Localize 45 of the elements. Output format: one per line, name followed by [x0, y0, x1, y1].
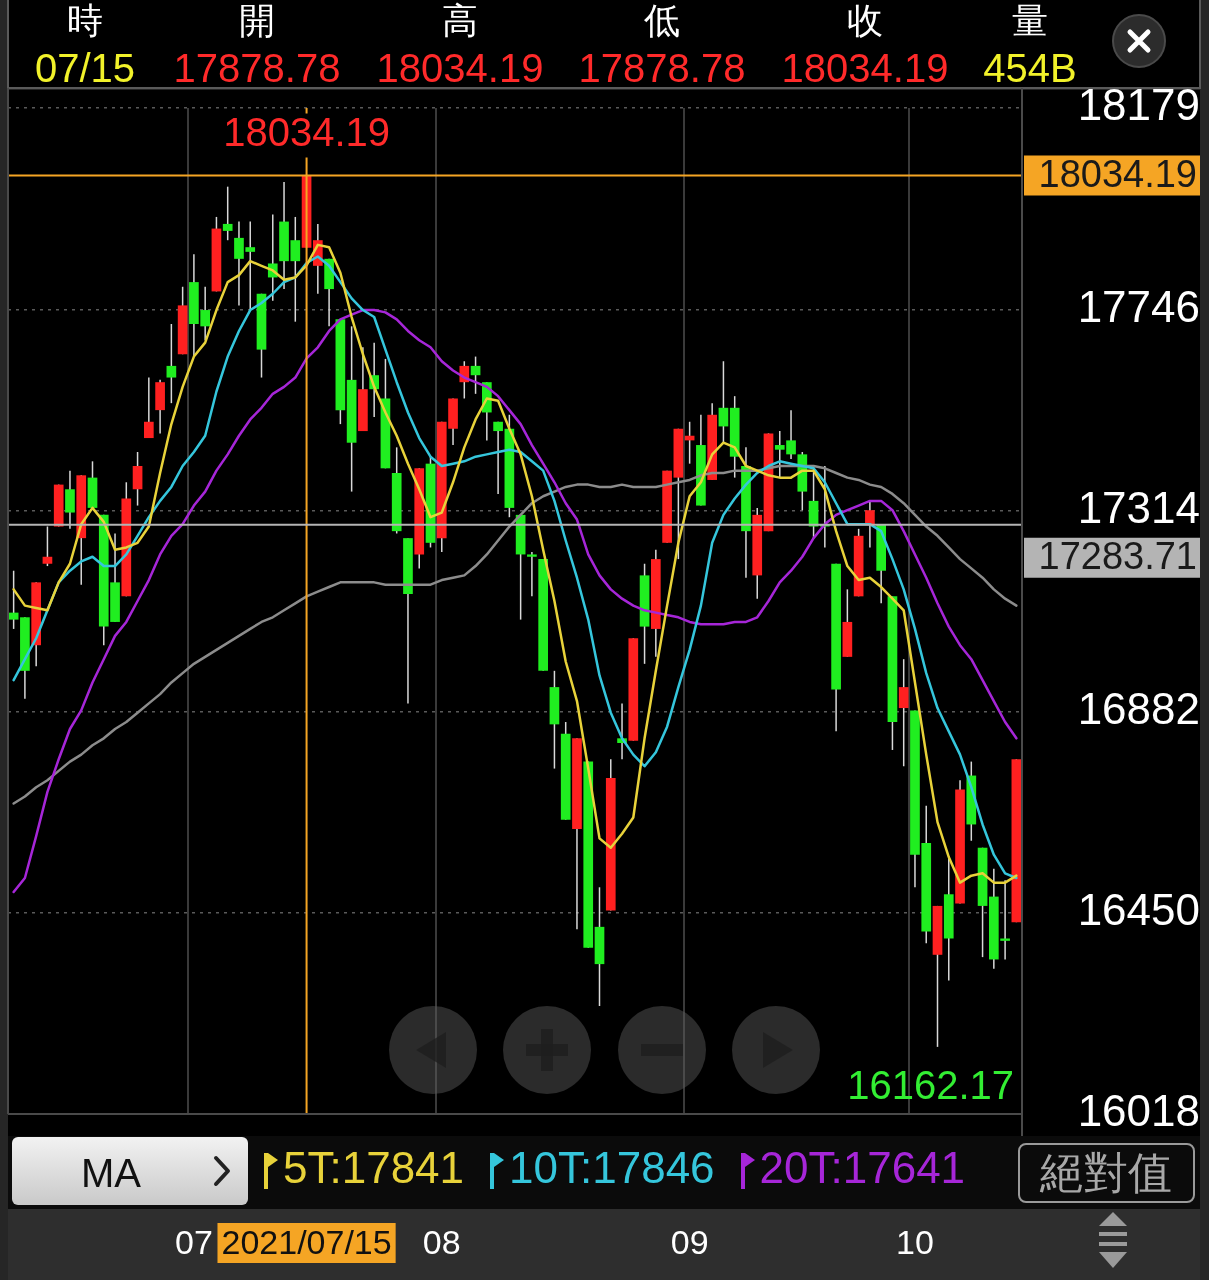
y-tick-label: 16882 — [1077, 683, 1200, 733]
x-tick-label: 2021/07/15 — [221, 1223, 392, 1261]
text: 量 — [1012, 0, 1048, 41]
text: MA — [81, 1151, 141, 1195]
y-tick-label: 17314 — [1077, 482, 1200, 532]
x-tick-label: 07 — [174, 1223, 213, 1261]
text: 18034.19 — [376, 46, 544, 90]
candlestick — [898, 658, 909, 767]
candlestick — [166, 323, 177, 404]
legend-label: 20T:17641 — [759, 1143, 966, 1193]
text: 低 — [644, 0, 680, 41]
candlestick — [143, 376, 154, 439]
text: 開 — [239, 0, 275, 41]
candlestick — [42, 525, 53, 567]
text: 時 — [67, 0, 103, 41]
y-tick-label: 16018 — [1077, 1086, 1200, 1136]
candlestick — [8, 569, 19, 630]
legend-label: 5T:17841 — [283, 1143, 465, 1193]
x-tick-label: 10 — [896, 1223, 934, 1261]
text: 17878.78 — [578, 46, 746, 90]
x-tick-label: 08 — [422, 1223, 461, 1261]
y-tick-label: 16450 — [1077, 885, 1200, 935]
text: 07/15 — [34, 46, 136, 90]
ref-line-label: 17283.71 — [1038, 535, 1197, 578]
candlestick — [718, 360, 729, 444]
text: 高 — [442, 0, 478, 41]
text: 18034.19 — [781, 46, 949, 90]
candlestick — [132, 451, 143, 507]
text: 17878.78 — [173, 46, 341, 90]
x-tick-label: 09 — [670, 1223, 709, 1261]
candlestick — [65, 469, 75, 530]
candlestick — [865, 500, 875, 549]
candlestick — [222, 185, 233, 241]
y-tick-label: 17746 — [1077, 281, 1200, 331]
text: 454B — [983, 46, 1077, 90]
text: 絕對值 — [1040, 1147, 1172, 1198]
candlestick — [493, 421, 503, 495]
candlestick — [470, 355, 481, 395]
y-tick-label: 18179 — [1077, 80, 1200, 130]
text: 收 — [847, 0, 883, 41]
ref-line-label: 18034.19 — [1038, 152, 1197, 195]
legend-label: 10T:17846 — [509, 1143, 715, 1193]
annotation: 18034.19 — [223, 110, 390, 155]
annotation: 16162.17 — [847, 1063, 1014, 1108]
candlestick — [527, 551, 537, 598]
